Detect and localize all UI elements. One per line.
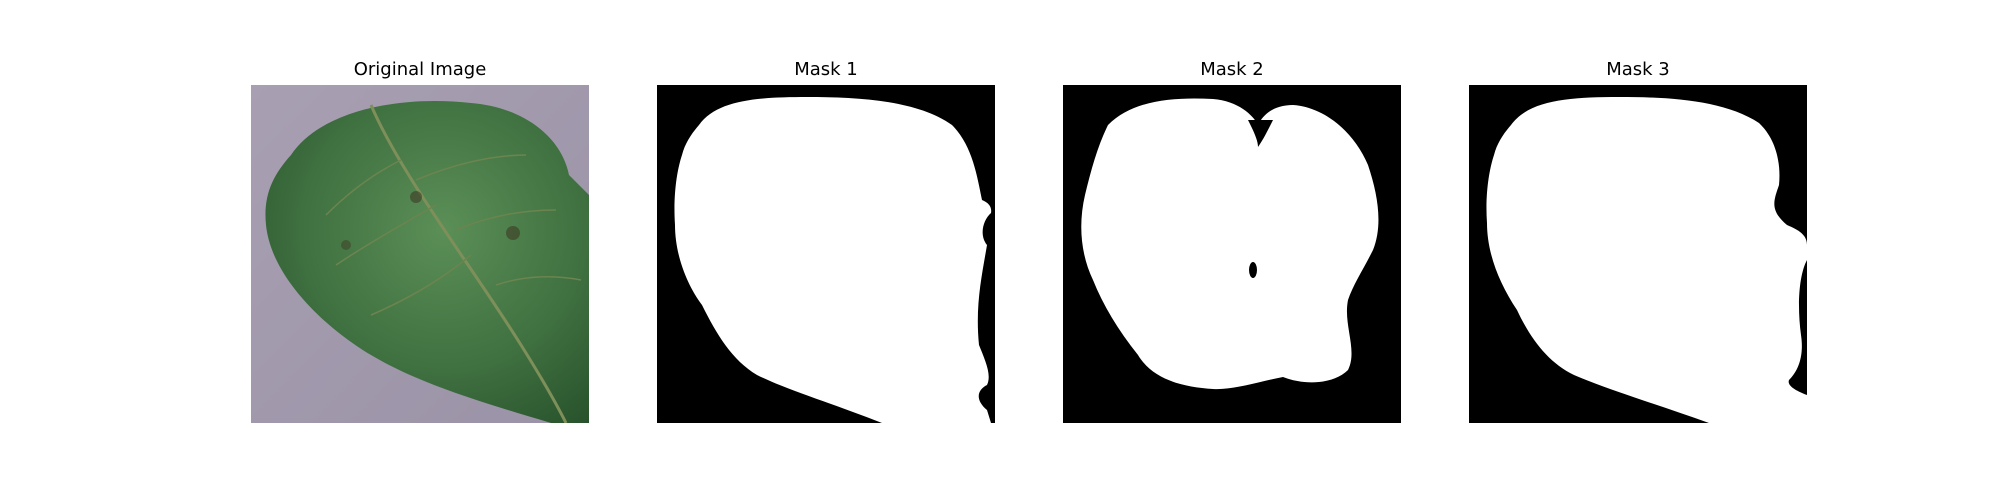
panel-title: Mask 3 (1606, 59, 1670, 80)
panel-title: Mask 2 (1200, 59, 1264, 80)
mask-2-image (1063, 85, 1401, 423)
panel-title: Mask 1 (794, 59, 858, 80)
panel-mask-3: Mask 3 (1469, 0, 1807, 500)
mask-3-image (1469, 85, 1807, 423)
panel-mask-1: Mask 1 (657, 0, 995, 500)
original-leaf-image (251, 85, 589, 423)
panel-title: Original Image (353, 59, 487, 80)
panel-original-image: Original Image (251, 0, 589, 500)
panel-mask-2: Mask 2 (1063, 0, 1401, 500)
mask-1-image (657, 85, 995, 423)
